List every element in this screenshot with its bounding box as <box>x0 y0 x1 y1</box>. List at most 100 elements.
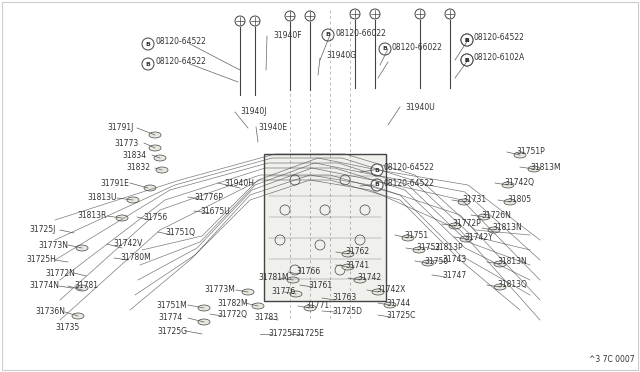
Ellipse shape <box>72 313 84 319</box>
Ellipse shape <box>514 152 526 158</box>
Text: 31940E: 31940E <box>258 122 287 131</box>
Circle shape <box>461 34 473 46</box>
Ellipse shape <box>116 215 128 221</box>
Text: 31725J: 31725J <box>29 225 56 234</box>
Text: 31805: 31805 <box>507 196 531 205</box>
Ellipse shape <box>488 227 500 233</box>
Text: 08120-64522: 08120-64522 <box>384 179 435 187</box>
Text: 31744: 31744 <box>386 298 410 308</box>
Circle shape <box>379 43 391 55</box>
Ellipse shape <box>384 302 396 308</box>
Ellipse shape <box>287 277 299 283</box>
Text: B: B <box>326 32 330 38</box>
Ellipse shape <box>149 132 161 138</box>
Text: 31813N: 31813N <box>497 257 527 266</box>
Ellipse shape <box>252 303 264 309</box>
Circle shape <box>142 38 154 50</box>
Text: 31940U: 31940U <box>405 103 435 112</box>
Text: 31762: 31762 <box>345 247 369 257</box>
Circle shape <box>371 179 383 191</box>
Ellipse shape <box>198 305 210 311</box>
Text: B: B <box>374 167 380 173</box>
Text: 31752: 31752 <box>416 244 440 253</box>
Circle shape <box>322 29 334 41</box>
Text: 31772Q: 31772Q <box>217 310 247 318</box>
Text: 31773N: 31773N <box>38 241 68 250</box>
Ellipse shape <box>242 289 254 295</box>
Text: 31940G: 31940G <box>326 51 356 61</box>
Text: 31761: 31761 <box>308 280 332 289</box>
Text: 31776P: 31776P <box>194 192 223 202</box>
Text: 31781M: 31781M <box>258 273 289 282</box>
Ellipse shape <box>156 167 168 173</box>
Text: 31736N: 31736N <box>35 308 65 317</box>
Text: 31743: 31743 <box>442 256 467 264</box>
Text: 31832: 31832 <box>126 164 150 173</box>
Text: R: R <box>465 38 469 42</box>
Ellipse shape <box>460 236 472 242</box>
Text: 31813U: 31813U <box>87 193 116 202</box>
Circle shape <box>461 54 473 66</box>
Text: 31725C: 31725C <box>386 311 415 320</box>
Text: 31940J: 31940J <box>240 108 266 116</box>
Text: B: B <box>465 38 469 42</box>
Ellipse shape <box>413 247 425 253</box>
Ellipse shape <box>342 264 354 270</box>
Text: 31751: 31751 <box>404 231 428 240</box>
Text: 31776: 31776 <box>271 288 295 296</box>
Text: 31726N: 31726N <box>481 211 511 219</box>
Text: 31780M: 31780M <box>120 253 151 263</box>
Text: 08120-66022: 08120-66022 <box>335 29 386 38</box>
Text: 31782M: 31782M <box>217 298 248 308</box>
Ellipse shape <box>372 289 384 295</box>
Text: 31774N: 31774N <box>29 282 59 291</box>
Ellipse shape <box>76 245 88 251</box>
Ellipse shape <box>494 261 506 267</box>
Text: 08120-64522: 08120-64522 <box>474 33 525 42</box>
Text: 31742: 31742 <box>357 273 381 282</box>
FancyBboxPatch shape <box>264 154 386 301</box>
Ellipse shape <box>76 285 88 291</box>
Text: 31731: 31731 <box>462 196 486 205</box>
Text: 31940H: 31940H <box>224 179 254 187</box>
Text: 31766: 31766 <box>296 267 320 276</box>
Ellipse shape <box>458 199 470 205</box>
Ellipse shape <box>149 145 161 151</box>
Circle shape <box>461 34 473 46</box>
Text: B: B <box>145 42 150 46</box>
Ellipse shape <box>304 305 316 311</box>
Text: 31813R: 31813R <box>77 212 106 221</box>
Ellipse shape <box>502 182 514 188</box>
Text: 31772N: 31772N <box>45 269 75 278</box>
Text: 08120-64522: 08120-64522 <box>155 58 206 67</box>
Ellipse shape <box>290 291 302 297</box>
Text: 31725F: 31725F <box>268 330 296 339</box>
Text: 31742Q: 31742Q <box>504 179 534 187</box>
Text: 08120-6102A: 08120-6102A <box>474 54 525 62</box>
Text: 31756: 31756 <box>143 212 167 221</box>
Text: 31774: 31774 <box>158 314 182 323</box>
Text: 08120-66022: 08120-66022 <box>392 42 443 51</box>
Text: 31834: 31834 <box>122 151 146 160</box>
Text: 31781: 31781 <box>74 282 98 291</box>
Text: 31773M: 31773M <box>204 285 235 295</box>
Text: 31751P: 31751P <box>516 148 545 157</box>
Text: B: B <box>145 61 150 67</box>
Text: 31772P: 31772P <box>452 219 481 228</box>
Circle shape <box>142 58 154 70</box>
Text: 31742Y: 31742Y <box>464 232 493 241</box>
Circle shape <box>461 54 473 66</box>
Text: ^3 7C 0007: ^3 7C 0007 <box>589 355 635 364</box>
Text: 31771: 31771 <box>305 301 329 311</box>
Text: B: B <box>383 46 387 51</box>
Text: 31725H: 31725H <box>26 256 56 264</box>
Text: 31940F: 31940F <box>273 32 301 41</box>
Ellipse shape <box>154 155 166 161</box>
Text: 31773: 31773 <box>114 138 138 148</box>
Ellipse shape <box>494 284 506 290</box>
Ellipse shape <box>144 185 156 191</box>
Text: 31751M: 31751M <box>156 301 187 310</box>
Ellipse shape <box>402 235 414 241</box>
Ellipse shape <box>127 197 139 203</box>
Text: 31791E: 31791E <box>100 179 129 187</box>
